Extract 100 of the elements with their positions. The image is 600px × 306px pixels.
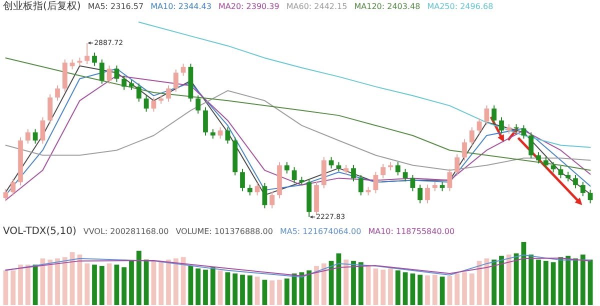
text: MA5: 121674064.00 [280,227,362,236]
candlestick [70,59,75,70]
candlestick [358,174,364,196]
text: VVOL: 200281168.00 [83,227,169,236]
candlestick [351,164,356,182]
bar [469,274,474,305]
bar [48,260,53,305]
candlestick [203,106,208,136]
candlestick [99,59,104,84]
candlestick [40,116,46,144]
candlestick [136,83,142,102]
bar [247,275,252,305]
candlestick [218,126,223,140]
candlestick [395,162,400,176]
candlestick [166,84,171,102]
candlestick [210,128,216,140]
bar [566,256,571,305]
bar [122,267,127,305]
bar [492,260,497,305]
bar [588,260,593,305]
bar [203,270,208,305]
candlestick [225,126,230,144]
bar [136,250,142,305]
candlestick [48,94,53,124]
bar [254,276,260,305]
bar [536,260,541,305]
candlestick [328,156,334,169]
candlestick [284,162,290,174]
candlestick [425,184,430,204]
bar [173,258,178,305]
candlestick [432,181,438,192]
candlestick [129,80,134,90]
bar [314,266,319,305]
bar [447,276,452,305]
candlestick [440,181,445,192]
candlestick [588,189,593,204]
bar [55,258,60,305]
candlestick [92,52,97,66]
text: VOLUME: 101376888.00 [176,227,273,236]
candlestick [558,166,564,179]
candlestick [484,104,490,126]
candlestick [292,166,297,184]
bar [425,275,430,305]
candlestick [499,116,504,134]
candlestick [55,84,60,102]
bar [543,260,548,305]
text: MA10: 2344.43 [150,2,212,11]
bar [344,260,349,305]
bar [129,260,134,305]
bar [166,260,171,305]
candlestick [114,65,120,82]
candlestick [521,124,526,140]
candlestick [402,168,408,182]
candlestick [380,163,386,179]
candlestick [476,118,482,134]
candlestick [447,168,452,192]
bar [499,256,504,305]
candlestick [418,184,423,204]
bar [358,262,364,305]
candlestick [25,128,30,144]
text: MA60: 2442.15 [286,2,348,11]
bar [573,258,578,305]
bar [410,274,416,305]
candlestick [344,164,349,176]
bar [580,254,586,305]
candlestick [492,104,497,124]
text: MA5: 2316.57 [88,2,144,11]
candlestick [254,182,260,196]
bar [218,270,223,305]
candlestick [240,168,245,192]
bar [402,272,408,305]
bar [114,264,120,305]
candlestick [462,138,467,162]
bar [106,263,112,305]
bar [62,257,68,305]
bar [462,272,467,305]
bar [3,270,8,305]
bar [418,274,423,305]
bar [262,280,268,305]
candlestick [247,184,252,196]
bar [270,280,275,305]
bar [92,264,97,305]
text: MA20: 2390.39 [218,2,280,11]
candlestick [543,156,548,169]
bar [210,267,216,305]
bar [240,274,245,305]
candlestick [506,124,512,134]
chart-title: 创业板指(后复权) [3,0,81,12]
bar [158,262,164,305]
bar [351,260,356,305]
candlestick [151,97,156,112]
bar [366,266,371,305]
bar [277,280,282,305]
bar [506,254,512,305]
bar [18,264,23,305]
candlestick [10,178,16,196]
candlestick [528,132,534,159]
bar [380,270,386,305]
candlestick [84,42,90,65]
candlestick [580,181,586,197]
